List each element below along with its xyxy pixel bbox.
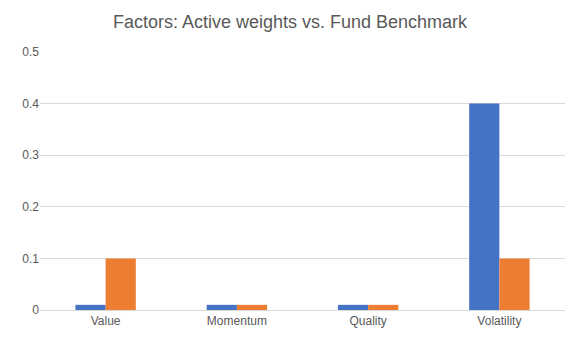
svg-text:0.4: 0.4 xyxy=(22,97,39,111)
svg-text:Momentum: Momentum xyxy=(207,314,267,328)
svg-text:0: 0 xyxy=(32,303,39,317)
svg-text:Volatility: Volatility xyxy=(477,314,521,328)
svg-text:0.5: 0.5 xyxy=(22,45,39,59)
svg-text:0.2: 0.2 xyxy=(22,200,39,214)
svg-text:Value: Value xyxy=(91,314,121,328)
svg-text:Factors: Active weights vs. Fu: Factors: Active weights vs. Fund Benchma… xyxy=(113,12,468,32)
svg-text:Quality: Quality xyxy=(349,314,386,328)
svg-text:0.3: 0.3 xyxy=(22,148,39,162)
svg-text:0.1: 0.1 xyxy=(22,252,39,266)
